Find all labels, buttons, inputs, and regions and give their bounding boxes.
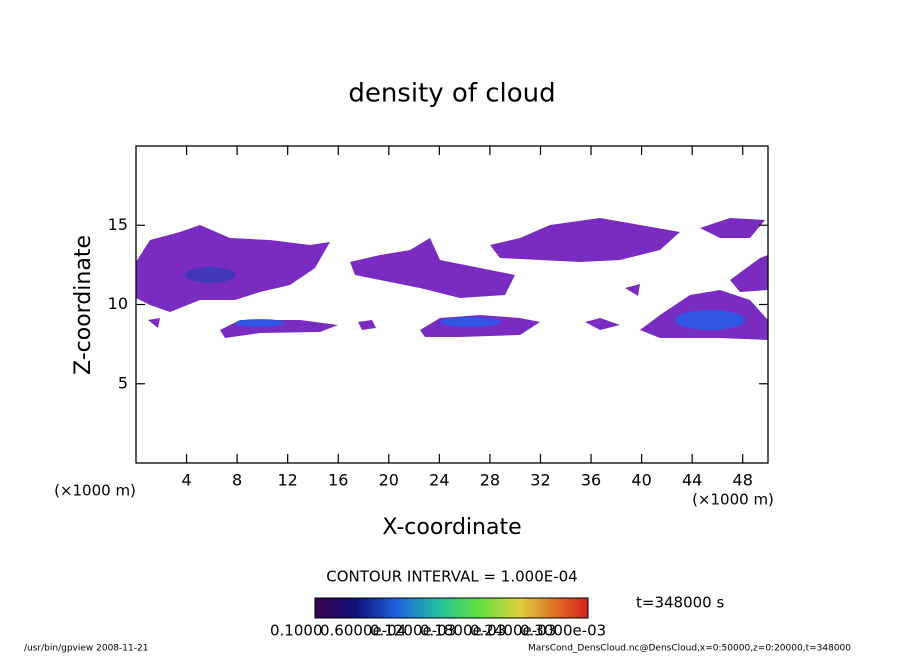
colorbar: [314, 597, 589, 619]
plot-frame: [135, 145, 769, 464]
y-tick-label: 10: [108, 294, 128, 313]
x-tick-label: 12: [278, 471, 298, 490]
chart-title: density of cloud: [348, 79, 555, 109]
x-tick-label: 28: [480, 471, 500, 490]
x-unit-label: (×1000 m): [54, 482, 136, 500]
cloud-region: [136, 225, 330, 312]
cloud-region: [700, 218, 765, 238]
colorbar-label: 0.1800e-03: [420, 622, 506, 640]
footer-right: MarsCond_DensCloud.nc@DensCloud,x=0:5000…: [528, 644, 851, 654]
x-tick-label: 48: [733, 471, 753, 490]
cloud-region: [585, 318, 620, 330]
x-axis-label: X-coordinate: [382, 515, 521, 540]
x-tick-label: 36: [581, 471, 601, 490]
x-tick-label: 20: [379, 471, 399, 490]
colorbar-label: 0.6000e-04: [320, 622, 406, 640]
cloud-core: [235, 319, 285, 327]
time-label: t=348000 s: [636, 594, 724, 612]
footer-left: /usr/bin/gpview 2008-11-21: [24, 644, 148, 654]
cloud-region: [730, 255, 768, 292]
y-tick-label: 15: [108, 215, 128, 234]
x-tick-label: 32: [530, 471, 550, 490]
y-axis-label: Z-coordinate: [71, 235, 96, 375]
x-tick-label: 44: [682, 471, 702, 490]
cloud-region: [490, 218, 680, 262]
contour-interval: CONTOUR INTERVAL = 1.000E-04: [326, 568, 577, 586]
colorbar-label: 0.1000: [270, 622, 323, 640]
colorbar-label: 0.1200e-03: [370, 622, 456, 640]
x-tick-label: 4: [181, 471, 191, 490]
x-tick-label: 8: [232, 471, 242, 490]
cloud-core: [675, 310, 745, 330]
x-unit-label: (×1000 m): [692, 491, 774, 509]
x-tick-label: 40: [631, 471, 651, 490]
x-tick-label: 24: [429, 471, 449, 490]
cloud-core: [440, 317, 500, 327]
cloud-core: [185, 267, 235, 283]
y-tick-label: 5: [118, 373, 128, 392]
colorbar-label: 0.3000e-03: [520, 622, 606, 640]
colorbar-label: 0.2400e-03: [470, 622, 556, 640]
x-tick-label: 16: [328, 471, 348, 490]
cloud-field: [136, 218, 768, 340]
cloud-region: [350, 238, 515, 298]
cloud-core: [185, 267, 745, 330]
